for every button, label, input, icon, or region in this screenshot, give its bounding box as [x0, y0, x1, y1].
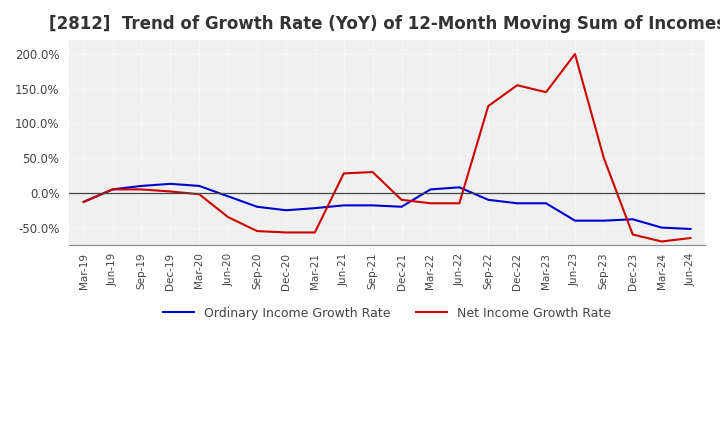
- Net Income Growth Rate: [166, 189, 175, 194]
- Net Income Growth Rate: [657, 239, 666, 244]
- Ordinary Income Growth Rate: [137, 183, 145, 189]
- Ordinary Income Growth Rate: [484, 197, 492, 202]
- Net Income Growth Rate: [541, 90, 550, 95]
- Ordinary Income Growth Rate: [513, 201, 521, 206]
- Ordinary Income Growth Rate: [253, 204, 261, 209]
- Ordinary Income Growth Rate: [195, 183, 204, 189]
- Ordinary Income Growth Rate: [571, 218, 580, 223]
- Ordinary Income Growth Rate: [541, 201, 550, 206]
- Ordinary Income Growth Rate: [455, 185, 464, 190]
- Net Income Growth Rate: [484, 103, 492, 109]
- Net Income Growth Rate: [137, 187, 145, 192]
- Ordinary Income Growth Rate: [79, 199, 88, 205]
- Ordinary Income Growth Rate: [426, 187, 435, 192]
- Net Income Growth Rate: [686, 235, 695, 241]
- Net Income Growth Rate: [339, 171, 348, 176]
- Title: [2812]  Trend of Growth Rate (YoY) of 12-Month Moving Sum of Incomes: [2812] Trend of Growth Rate (YoY) of 12-…: [48, 15, 720, 33]
- Net Income Growth Rate: [79, 199, 88, 205]
- Ordinary Income Growth Rate: [310, 205, 319, 211]
- Ordinary Income Growth Rate: [657, 225, 666, 230]
- Net Income Growth Rate: [571, 51, 580, 57]
- Net Income Growth Rate: [224, 215, 233, 220]
- Legend: Ordinary Income Growth Rate, Net Income Growth Rate: Ordinary Income Growth Rate, Net Income …: [158, 302, 616, 325]
- Ordinary Income Growth Rate: [339, 203, 348, 208]
- Ordinary Income Growth Rate: [600, 218, 608, 223]
- Ordinary Income Growth Rate: [369, 203, 377, 208]
- Line: Net Income Growth Rate: Net Income Growth Rate: [84, 54, 690, 242]
- Net Income Growth Rate: [253, 228, 261, 234]
- Ordinary Income Growth Rate: [108, 187, 117, 192]
- Net Income Growth Rate: [513, 83, 521, 88]
- Net Income Growth Rate: [600, 155, 608, 161]
- Ordinary Income Growth Rate: [166, 181, 175, 187]
- Ordinary Income Growth Rate: [397, 204, 406, 209]
- Line: Ordinary Income Growth Rate: Ordinary Income Growth Rate: [84, 184, 690, 229]
- Net Income Growth Rate: [369, 169, 377, 175]
- Net Income Growth Rate: [195, 192, 204, 197]
- Net Income Growth Rate: [455, 201, 464, 206]
- Net Income Growth Rate: [426, 201, 435, 206]
- Net Income Growth Rate: [108, 187, 117, 192]
- Net Income Growth Rate: [397, 197, 406, 202]
- Ordinary Income Growth Rate: [224, 194, 233, 199]
- Net Income Growth Rate: [629, 232, 637, 237]
- Net Income Growth Rate: [282, 230, 290, 235]
- Ordinary Income Growth Rate: [282, 208, 290, 213]
- Ordinary Income Growth Rate: [686, 226, 695, 231]
- Ordinary Income Growth Rate: [629, 216, 637, 222]
- Net Income Growth Rate: [310, 230, 319, 235]
